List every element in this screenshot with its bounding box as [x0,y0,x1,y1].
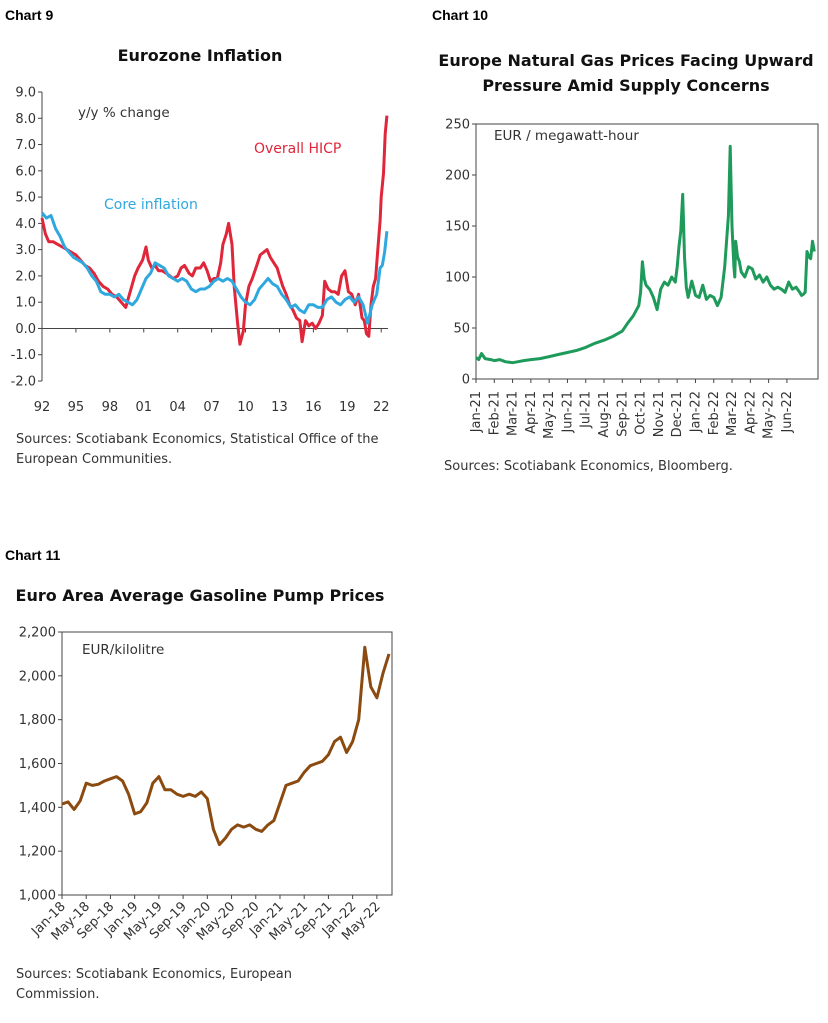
x-tick-label: Jul-21 [579,391,594,429]
series-line-1 [475,144,816,365]
x-tick-label: Dec-21 [670,391,685,437]
chart-10-panel: Chart 10 Europe Natural Gas Prices Facin… [414,0,828,480]
x-tick-label: 98 [102,400,119,415]
chart-11-plot: 2,2002,0001,8001,6001,4001,2001,000Jan-1… [19,626,393,944]
y-tick-label: 150 [445,220,470,235]
y-tick-label: 1,000 [19,889,56,904]
x-tick-label: May-22 [762,391,777,439]
y-tick-label: 1,600 [19,757,56,772]
y-tick-label: 2.0 [15,269,36,284]
chart-9-number: Chart 9 [5,7,54,23]
x-tick-label: Jun-21 [560,391,575,434]
x-tick-label: 04 [169,400,186,415]
x-tick-label: Feb-21 [487,391,502,435]
chart-9-source: Sources: Scotiabank Economics, Statistic… [16,432,379,467]
chart-10-title: Europe Natural Gas Prices Facing Upward … [438,51,814,95]
x-tick-label: 22 [373,400,390,415]
x-tick-label: Feb-22 [707,391,722,435]
x-tick-label: 10 [237,400,254,415]
x-tick-label: Nov-21 [652,391,667,437]
chart-9-panel: Chart 9 Eurozone Inflation 9.0 8.0 7.0 6.0 5… [0,0,414,480]
y-tick-label: 200 [445,169,470,184]
chart-11-title: Euro Area Average Gasoline Pump Prices [15,586,385,605]
chart-10-source: Sources: Scotiabank Economics, Bloomberg… [444,459,733,474]
unit-label: y/y % change [78,105,170,121]
unit-label: EUR / megawatt-hour [494,128,639,144]
y-tick-label: 9.0 [15,86,36,101]
chart-10-number: Chart 10 [432,7,489,23]
plot-frame [61,631,393,896]
y-tick-label: 100 [445,271,470,286]
y-tick-label: 4.0 [15,217,36,232]
x-tick-label: Aug-21 [597,391,612,438]
y-tick-label: 5.0 [15,191,36,206]
unit-label: EUR/kilolitre [82,642,164,658]
y-tick-label: 0.0 [15,322,36,337]
y-tick-label: 2,000 [19,669,56,684]
x-tick-label: 07 [203,400,220,415]
y-tick-label: 6.0 [15,164,36,179]
y-tick-label: 50 [453,322,470,337]
y-tick-label: 1,200 [19,845,56,860]
y-tick-label: 1,800 [19,713,56,728]
y-tick-label: 3.0 [15,243,36,258]
y-tick-label: 250 [445,118,470,133]
chart-11-source: Sources: Scotiabank Economics, European … [16,967,292,1002]
x-tick-label: Apr-21 [524,391,539,434]
x-tick-label: 01 [135,400,152,415]
y-tick-label: 7.0 [15,138,36,153]
y-tick-label: 0 [462,373,470,388]
y-tick-label: 1,400 [19,801,56,816]
y-tick-label: 1.0 [15,296,36,311]
x-tick-label: Mar-21 [506,391,521,436]
x-tick-label: Jun-22 [780,391,795,434]
x-tick-label: Sep-21 [615,391,630,437]
x-tick-label: 92 [34,400,51,415]
x-tick-label: 19 [339,400,356,415]
x-tick-label: Jan-21 [469,391,484,433]
y-tick-label: 2,200 [19,626,56,641]
x-tick-label: 95 [68,400,85,415]
x-tick-label: Jan-22 [688,391,703,433]
series-label: Core inflation [104,197,198,213]
x-tick-label: May-21 [542,391,557,439]
plot-frame [475,123,819,380]
x-tick-label: Apr-22 [743,391,758,434]
x-tick-label: Mar-22 [725,391,740,436]
x-tick-label: Oct-21 [634,391,649,435]
chart-11-panel: Chart 11 Euro Area Average Gasoline Pump… [0,540,414,1020]
series-line-1 [61,645,391,847]
chart-11-number: Chart 11 [5,547,61,563]
series-line-2 [40,211,389,325]
series-label: Overall HICP [254,141,341,157]
y-tick-label: -2.0 [11,375,36,390]
x-tick-label: 13 [271,400,288,415]
x-tick-label: 16 [305,400,322,415]
chart-9-title: Eurozone Inflation [117,46,283,65]
y-tick-label: 8.0 [15,112,36,127]
chart-9-plot: 9.0 8.0 7.0 6.0 5.0 4.0 3.0 2.0 1.0 0.0 -1.0 -2.0 92… [11,86,390,416]
y-tick-label: -1.0 [11,348,36,363]
